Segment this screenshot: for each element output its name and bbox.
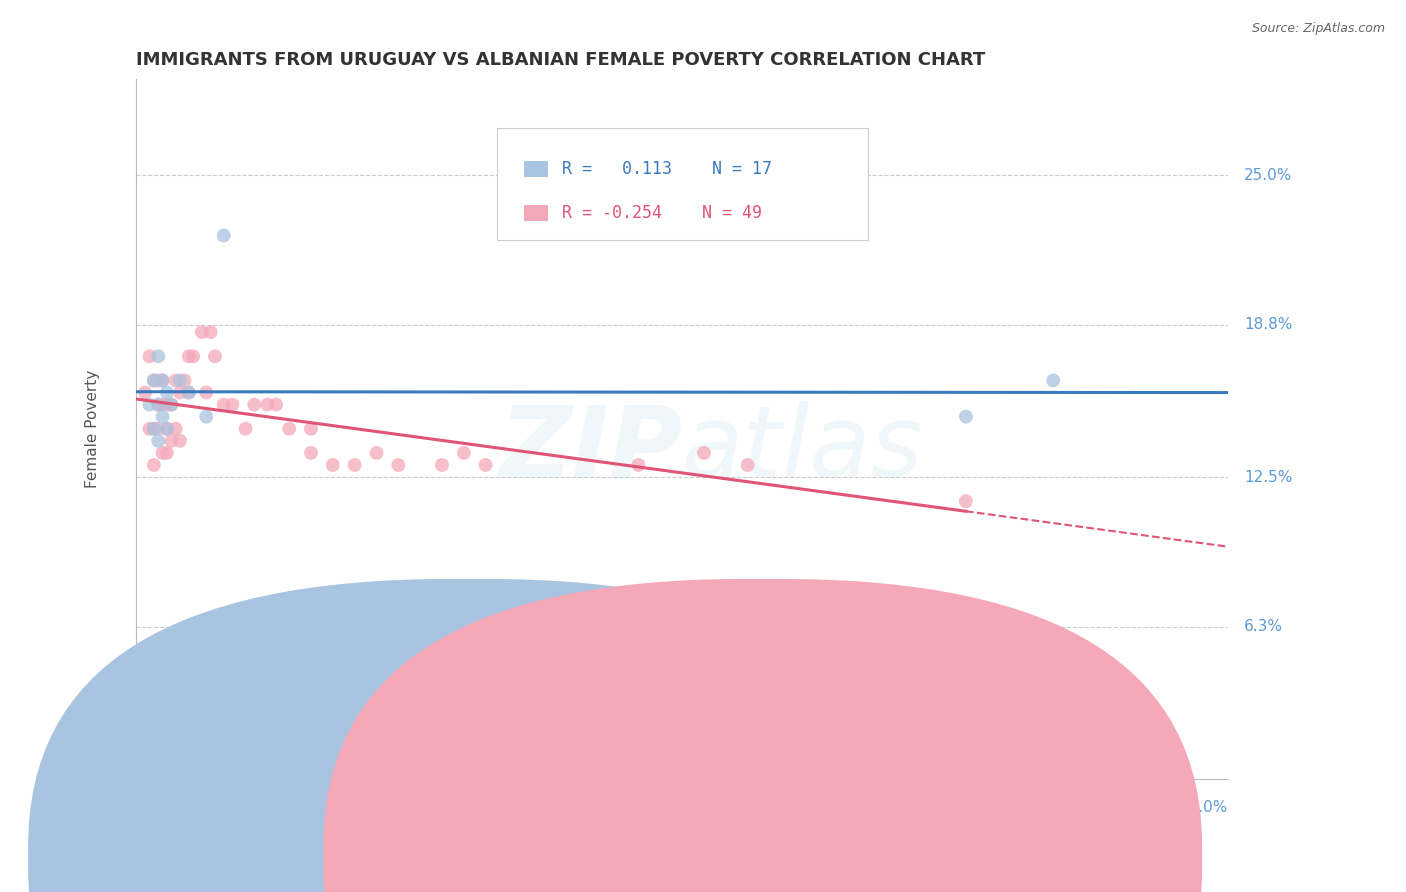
Point <box>142 374 165 388</box>
Text: IMMIGRANTS FROM URUGUAY VS ALBANIAN FEMALE POVERTY CORRELATION CHART: IMMIGRANTS FROM URUGUAY VS ALBANIAN FEMA… <box>136 51 986 69</box>
Point <box>322 458 344 472</box>
Point <box>156 422 179 436</box>
Point <box>955 409 977 424</box>
Point <box>152 398 174 412</box>
Point <box>177 385 200 400</box>
Point <box>148 374 170 388</box>
Point <box>165 374 187 388</box>
Point <box>142 374 165 388</box>
Point <box>256 398 278 412</box>
Point <box>177 349 200 363</box>
Point <box>366 446 388 460</box>
Point <box>148 434 170 448</box>
Point <box>173 374 195 388</box>
Point <box>453 446 475 460</box>
Point <box>152 409 174 424</box>
Point <box>204 349 226 363</box>
Point <box>156 422 179 436</box>
Point <box>138 398 160 412</box>
Point <box>165 422 187 436</box>
Point <box>200 325 222 339</box>
Point <box>156 446 179 460</box>
Point <box>160 398 183 412</box>
Point <box>195 385 218 400</box>
Point <box>221 398 243 412</box>
Point <box>148 422 170 436</box>
Point <box>134 385 156 400</box>
Point <box>235 422 257 436</box>
Bar <box>524 161 548 177</box>
Point <box>195 409 218 424</box>
Text: Female Poverty: Female Poverty <box>86 369 100 488</box>
Text: 6.3%: 6.3% <box>1244 619 1284 634</box>
Text: atlas: atlas <box>682 401 924 499</box>
Point <box>142 422 165 436</box>
Point <box>152 374 174 388</box>
Point <box>212 398 235 412</box>
Point <box>142 422 165 436</box>
Point <box>693 446 716 460</box>
Point <box>138 349 160 363</box>
Point <box>212 228 235 243</box>
Text: R = -0.254    N = 49: R = -0.254 N = 49 <box>562 204 762 222</box>
Point <box>152 446 174 460</box>
FancyBboxPatch shape <box>496 128 868 240</box>
Point <box>156 385 179 400</box>
Point <box>191 325 214 339</box>
Text: 18.8%: 18.8% <box>1244 318 1292 333</box>
Point <box>148 398 170 412</box>
Point <box>142 458 165 472</box>
Point <box>160 434 183 448</box>
Point <box>181 349 204 363</box>
Text: Source: ZipAtlas.com: Source: ZipAtlas.com <box>1251 22 1385 36</box>
Text: Albanians: Albanians <box>794 850 869 864</box>
Point <box>299 446 322 460</box>
Point <box>474 458 496 472</box>
Point <box>156 398 179 412</box>
Point <box>299 422 322 436</box>
Text: Immigrants from Uruguay: Immigrants from Uruguay <box>499 850 697 864</box>
Text: ZIP: ZIP <box>499 401 682 499</box>
Point <box>737 458 759 472</box>
Point <box>343 458 366 472</box>
Text: 0.0%: 0.0% <box>136 800 176 815</box>
Text: 25.0%: 25.0% <box>1244 168 1292 183</box>
Point <box>169 374 191 388</box>
Point <box>169 434 191 448</box>
Point <box>160 398 183 412</box>
Point <box>148 349 170 363</box>
Point <box>264 398 287 412</box>
Point <box>955 494 977 508</box>
Point <box>177 385 200 400</box>
Text: 12.5%: 12.5% <box>1244 469 1292 484</box>
Point <box>138 422 160 436</box>
Text: 25.0%: 25.0% <box>1180 800 1227 815</box>
Point <box>627 458 650 472</box>
Point <box>278 422 301 436</box>
Point <box>243 398 266 412</box>
Point <box>169 385 191 400</box>
Point <box>430 458 453 472</box>
Bar <box>524 205 548 220</box>
Point <box>148 398 170 412</box>
Point <box>1042 374 1064 388</box>
Point <box>152 374 174 388</box>
Point <box>387 458 409 472</box>
Text: R =   0.113    N = 17: R = 0.113 N = 17 <box>562 160 772 178</box>
